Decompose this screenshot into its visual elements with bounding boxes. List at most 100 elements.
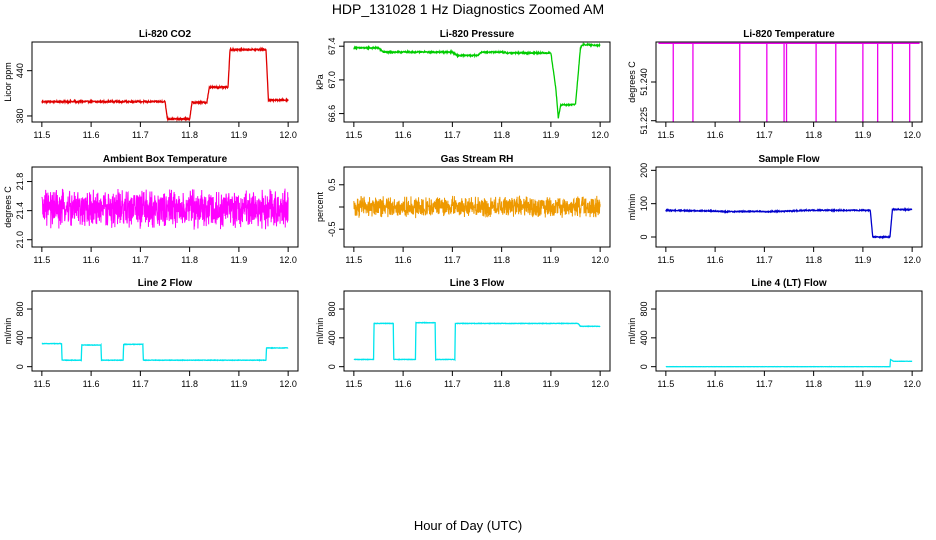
- plot-frame: [31, 41, 299, 123]
- panel-5: Sample Flow 11.5 11.6 11.7 11.8 11.9 12.0 0 100 2…: [627, 154, 923, 265]
- x-tick-label: 11.9: [230, 255, 247, 265]
- panel-title: Line 2 Flow: [138, 278, 193, 289]
- y-axis-label: ml/min: [3, 318, 13, 345]
- y-tick-label: 67.0: [327, 71, 337, 89]
- y-tick-label: 21.8: [15, 173, 25, 191]
- x-tick-label: 11.7: [756, 130, 773, 140]
- x-tick-label: 11.8: [493, 255, 510, 265]
- panel-title: Li-820 CO2: [139, 29, 192, 40]
- x-tick-label: 11.9: [542, 255, 559, 265]
- plot-frame: [31, 290, 299, 372]
- y-axis-label: ml/min: [315, 318, 325, 345]
- x-tick-label: 11.9: [542, 379, 559, 389]
- series-line: [41, 188, 289, 230]
- panel-4: Gas Stream RH 11.5 11.6 11.7 11.8 11.9 12.0 -0.…: [315, 154, 611, 265]
- x-tick-label: 11.8: [805, 130, 822, 140]
- y-tick-label: 800: [327, 302, 337, 317]
- x-tick-label: 11.6: [83, 255, 100, 265]
- x-tick-label: 11.6: [395, 255, 412, 265]
- panel-3: Ambient Box Temperature 11.5 11.6 11.7 11.8 1…: [3, 154, 299, 265]
- y-tick-label: 380: [15, 108, 25, 123]
- series-line: [353, 195, 601, 219]
- y-tick-label: 0: [639, 364, 649, 369]
- panel-0: Li-820 CO2 11.5 11.6 11.7 11.8 11.9 12.0 380 440…: [3, 29, 299, 140]
- panel-1: Li-820 Pressure 11.5 11.6 11.7 11.8 11.9 12.0 6…: [315, 29, 611, 140]
- y-tick-label: 21.0: [15, 231, 25, 249]
- y-tick-label: 800: [15, 302, 25, 317]
- plot-frame: [655, 166, 923, 248]
- y-tick-label: 51.240: [639, 68, 649, 96]
- figure-title: HDP_131028 1 Hz Diagnostics Zoomed AM: [331, 1, 605, 17]
- x-tick-label: 11.5: [657, 130, 674, 140]
- x-tick-label: 11.7: [444, 379, 461, 389]
- x-tick-label: 11.8: [181, 255, 198, 265]
- x-tick-label: 12.0: [591, 130, 609, 140]
- x-tick-label: 11.8: [805, 255, 822, 265]
- x-tick-label: 12.0: [279, 130, 297, 140]
- x-tick-label: 12.0: [279, 255, 297, 265]
- x-tick-label: 11.8: [493, 130, 510, 140]
- series-line: [41, 46, 289, 122]
- x-tick-label: 11.5: [657, 379, 674, 389]
- x-tick-label: 11.6: [707, 255, 724, 265]
- y-tick-label: 400: [327, 330, 337, 345]
- x-tick-label: 11.5: [345, 130, 362, 140]
- x-tick-label: 12.0: [903, 130, 921, 140]
- x-tick-label: 11.5: [657, 255, 674, 265]
- y-axis-label: degrees C: [627, 61, 637, 103]
- plot-frame: [31, 166, 299, 248]
- y-tick-label: 51.225: [639, 107, 649, 135]
- x-tick-label: 11.5: [345, 379, 362, 389]
- x-tick-label: 11.7: [132, 255, 149, 265]
- x-tick-label: 11.7: [756, 255, 773, 265]
- x-tick-label: 11.9: [854, 130, 871, 140]
- panel-title: Line 3 Flow: [450, 278, 505, 289]
- x-tick-label: 11.6: [395, 130, 412, 140]
- panel-6: Line 2 Flow 11.5 11.6 11.7 11.8 11.9 12.0 0 400 8…: [3, 278, 299, 389]
- panel-title: Ambient Box Temperature: [103, 154, 228, 165]
- x-tick-label: 11.7: [132, 130, 149, 140]
- y-tick-label: -0.5: [327, 221, 337, 237]
- plot-frame: [343, 290, 611, 372]
- series-line: [353, 321, 601, 362]
- x-tick-label: 11.9: [230, 130, 247, 140]
- y-tick-label: 0.5: [327, 179, 337, 192]
- series-line: [41, 342, 289, 362]
- x-tick-label: 12.0: [903, 379, 921, 389]
- x-tick-label: 11.7: [132, 379, 149, 389]
- panel-title: Li-820 Temperature: [743, 29, 835, 40]
- plot-frame: [655, 290, 923, 372]
- y-tick-label: 67.4: [327, 37, 337, 55]
- x-axis-label: Hour of Day (UTC): [413, 518, 523, 533]
- y-tick-label: 0: [327, 364, 337, 369]
- series-line: [353, 42, 601, 119]
- x-tick-label: 11.9: [854, 379, 871, 389]
- x-tick-label: 11.6: [395, 379, 412, 389]
- y-axis-label: degrees C: [3, 186, 13, 228]
- y-tick-label: 400: [639, 330, 649, 345]
- y-tick-label: 440: [15, 63, 25, 78]
- x-tick-label: 11.7: [444, 255, 461, 265]
- y-axis-label: ml/min: [627, 318, 637, 345]
- series-line: [658, 42, 920, 122]
- panel-title: Gas Stream RH: [441, 154, 514, 165]
- x-tick-label: 11.8: [181, 130, 198, 140]
- panel-title: Li-820 Pressure: [440, 29, 515, 40]
- x-tick-label: 12.0: [591, 379, 609, 389]
- x-tick-label: 11.7: [444, 130, 461, 140]
- x-tick-label: 12.0: [279, 379, 297, 389]
- x-tick-label: 11.5: [33, 379, 50, 389]
- y-tick-label: 0: [639, 234, 649, 239]
- plot-frame: [343, 41, 611, 123]
- y-tick-label: 400: [15, 330, 25, 345]
- y-tick-label: 800: [639, 302, 649, 317]
- panel-8: Line 4 (LT) Flow 11.5 11.6 11.7 11.8 11.9 12.0…: [627, 278, 923, 389]
- x-tick-label: 11.8: [181, 379, 198, 389]
- y-axis-label: Licor ppm: [3, 62, 13, 102]
- x-tick-label: 11.8: [805, 379, 822, 389]
- y-tick-label: 21.4: [15, 202, 25, 220]
- x-tick-label: 11.9: [542, 130, 559, 140]
- x-tick-label: 12.0: [903, 255, 921, 265]
- x-tick-label: 11.6: [83, 379, 100, 389]
- y-tick-label: 66.6: [327, 105, 337, 123]
